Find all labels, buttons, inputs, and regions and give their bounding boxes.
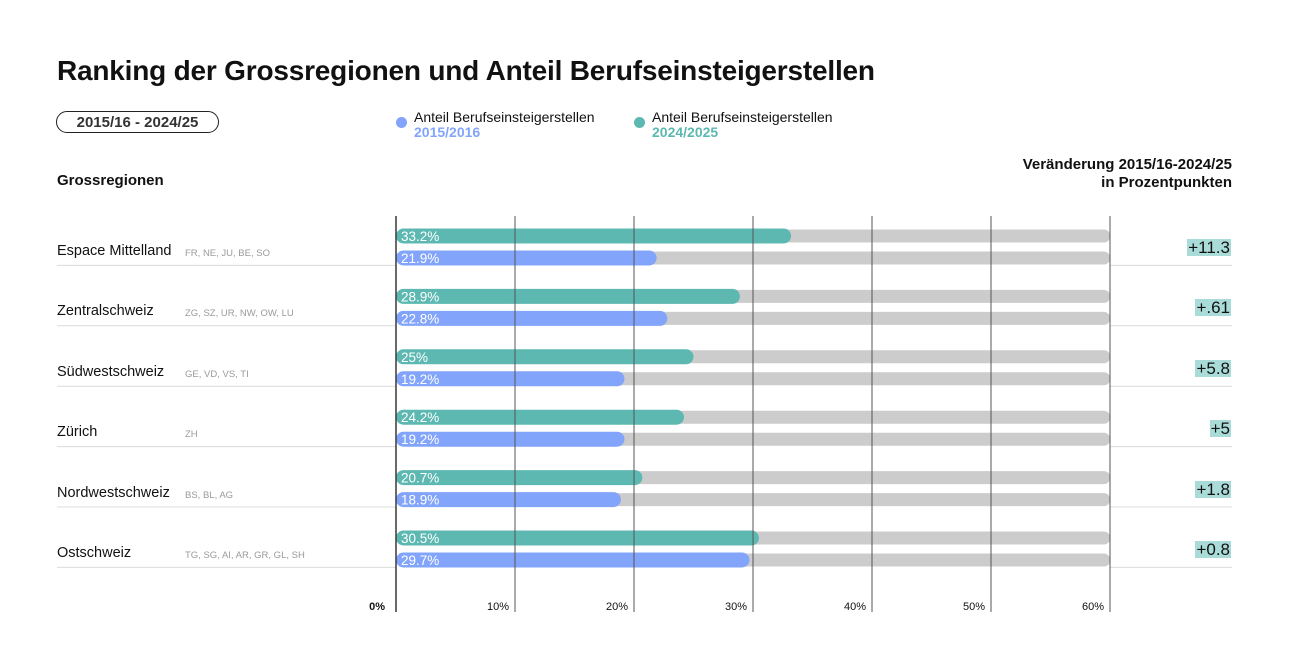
bar-value-label: 21.9%	[401, 251, 439, 266]
legend-label: Anteil Berufseinsteigerstellen	[652, 109, 833, 125]
x-tick-label: 40%	[844, 601, 866, 613]
bar-value-label: 24.2%	[401, 410, 439, 425]
region-label: Nordwestschweiz	[57, 484, 170, 501]
column-header-change-line1: Veränderung 2015/16-2024/25	[1022, 156, 1232, 173]
region-cantons: BS, BL, AG	[185, 489, 234, 501]
bar-value-label: 33.2%	[401, 229, 439, 244]
change-value-badge: +1.8	[1195, 479, 1231, 499]
bar-2024	[396, 228, 792, 244]
x-tick-label: 20%	[606, 601, 628, 613]
region-cantons: GE, VD, VS, TI	[185, 368, 249, 380]
change-value-badge: +5	[1209, 419, 1231, 439]
bar-2015	[396, 371, 625, 387]
region-cantons: ZH	[185, 429, 198, 441]
region-label: Zürich	[57, 424, 98, 441]
bar-2024	[396, 530, 759, 546]
change-value-badge: +0.8	[1195, 540, 1231, 559]
legend-label: Anteil Berufseinsteigerstellen	[414, 109, 595, 125]
x-tick-label: 60%	[1082, 601, 1104, 613]
legend-item-2024[interactable]: Anteil Berufseinsteigerstellen 2024/2025	[634, 109, 833, 140]
chart-title: Ranking der Grossregionen und Anteil Ber…	[57, 55, 875, 86]
column-header-change: Veränderung 2015/16-2024/25 in Prozentpu…	[1023, 156, 1232, 192]
bar-value-label: 25%	[401, 350, 428, 365]
bar-2015	[396, 552, 750, 568]
region-label: Espace Mittelland	[57, 243, 172, 259]
x-tick-label: 10%	[487, 601, 509, 613]
bar-value-label: 19.2%	[401, 432, 439, 447]
bar-value-label: 22.8%	[401, 311, 439, 326]
region-cantons: FR, NE, JU, BE, SO	[185, 248, 270, 259]
bar-value-label: 30.5%	[401, 531, 439, 546]
change-value-badge: +11.3	[1187, 238, 1231, 257]
bar-2024	[396, 409, 684, 425]
bar-value-label: 18.9%	[401, 493, 439, 508]
legend-dot-icon	[634, 117, 645, 128]
column-header-regions: Grossregionen	[57, 172, 164, 189]
bar-2024	[396, 349, 694, 365]
bar-2015	[396, 310, 668, 326]
bar-2015	[396, 492, 621, 508]
bar-value-label: 20.7%	[401, 471, 439, 486]
region-label: Zentralschweiz	[57, 303, 154, 320]
bar-value-label: 28.9%	[401, 289, 439, 304]
period-filter-pill[interactable]: 2015/16 - 2024/25	[56, 111, 219, 133]
bar-value-label: 29.7%	[401, 553, 439, 568]
column-header-change-line2: in Prozentpunkten	[1101, 174, 1232, 191]
legend-year: 2024/2025	[652, 124, 719, 140]
bar-2024	[396, 470, 643, 486]
region-label: Südwestschweiz	[57, 363, 165, 380]
x-tick-label: 50%	[963, 601, 985, 613]
bar-2024	[396, 288, 740, 304]
bar-2015	[396, 250, 657, 266]
region-label: Ostschweiz	[57, 545, 132, 561]
change-value-badge: +.61	[1195, 298, 1231, 318]
region-cantons: ZG, SZ, UR, NW, OW, LU	[185, 308, 294, 320]
bar-2015	[396, 431, 625, 447]
change-value-badge: +5.8	[1195, 358, 1231, 378]
x-tick-label: 30%	[725, 601, 747, 613]
legend-dot-icon	[396, 117, 407, 128]
legend-year: 2015/2016	[414, 124, 481, 140]
region-cantons: TG, SG, AI, AR, GR, GL, SH	[185, 550, 305, 561]
legend-item-2015[interactable]: Anteil Berufseinsteigerstellen 2015/2016	[396, 109, 595, 140]
x-tick-label: 0%	[369, 601, 385, 613]
bar-value-label: 19.2%	[401, 372, 439, 387]
